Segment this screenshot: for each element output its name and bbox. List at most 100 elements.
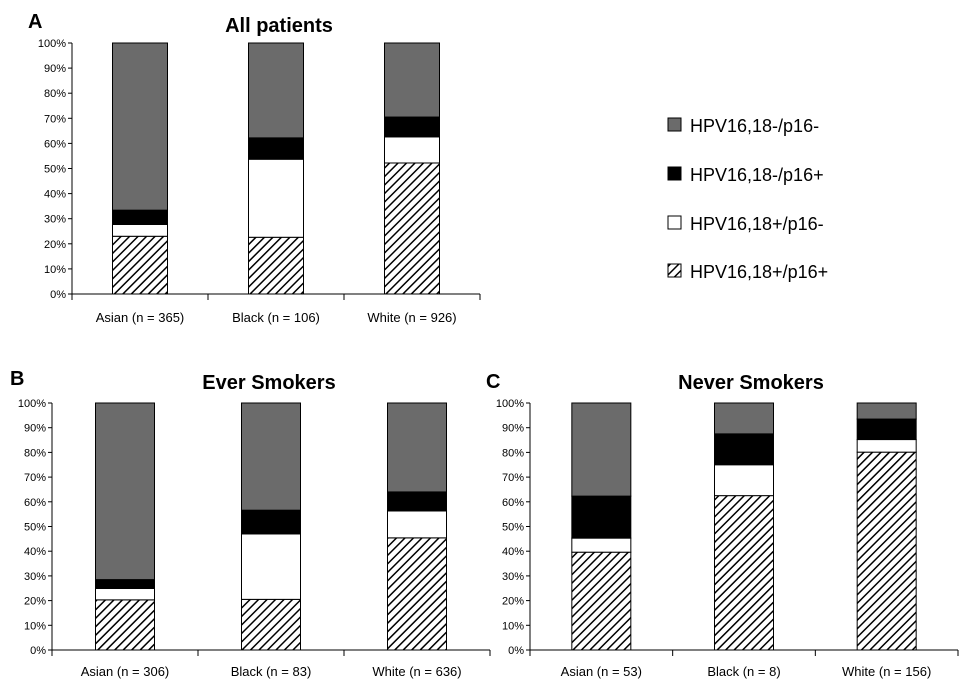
- y-tick-label: 30%: [502, 571, 524, 583]
- bar-segment-pos-pos: [571, 551, 632, 651]
- bar-segment-neg-pos: [714, 433, 774, 466]
- legend-label-neg-pos: HPV16,18-/p16+: [690, 165, 824, 185]
- y-tick-label: 10%: [24, 620, 46, 632]
- panel-a-letter: A: [28, 11, 42, 33]
- y-tick-label: 40%: [44, 189, 66, 201]
- bar-segment-neg-neg: [571, 402, 632, 497]
- bar-segment-pos-pos: [95, 599, 155, 651]
- x-category-label: White (n = 926): [367, 310, 456, 325]
- y-tick-label: 40%: [502, 546, 524, 558]
- bar-segment-pos-neg: [856, 439, 917, 453]
- bar-segment-neg-neg: [384, 42, 440, 118]
- panel-c: C Never Smokers 0% 10% 20% 30% 40% 50% 60% 70% 8…: [486, 371, 959, 679]
- y-tick-label: 10%: [502, 620, 524, 632]
- x-category-label: Black (n = 106): [232, 310, 320, 325]
- bar-segment-neg-pos: [241, 509, 301, 535]
- panel-a-title: All patients: [225, 15, 333, 37]
- y-tick-label: 20%: [44, 239, 66, 251]
- y-tick-label: 50%: [502, 522, 524, 534]
- panel-b-title: Ever Smokers: [202, 372, 335, 394]
- bar-segment-neg-neg: [95, 402, 155, 581]
- panel-c-title: Never Smokers: [678, 372, 824, 394]
- y-tick-label: 60%: [502, 497, 524, 509]
- bar-segment-pos-neg: [95, 587, 155, 601]
- bar-segment-neg-pos: [571, 495, 632, 539]
- bar-segment-pos-pos: [241, 598, 301, 651]
- bar-segment-pos-pos: [714, 495, 774, 651]
- y-tick-label: 80%: [44, 88, 66, 100]
- bar-segment-neg-neg: [112, 42, 168, 211]
- bar-segment-neg-pos: [112, 209, 168, 225]
- y-tick-label: 40%: [24, 546, 46, 558]
- x-category-label: White (n = 156): [842, 664, 931, 679]
- panel-a: A All patients 0% 10% 20% 30% 40% 50% 60% 70% 80…: [28, 11, 481, 325]
- y-tick-label: 70%: [44, 113, 66, 125]
- y-tick-label: 100%: [38, 38, 66, 50]
- y-tick-label: 80%: [502, 447, 524, 459]
- y-tick-label: 90%: [44, 63, 66, 75]
- bar-segment-pos-pos: [248, 236, 304, 295]
- legend-swatch-neg-neg: [667, 117, 682, 132]
- bar-segment-neg-neg: [387, 402, 447, 493]
- y-tick-label: 20%: [24, 596, 46, 608]
- y-tick-label: 20%: [502, 596, 524, 608]
- legend-swatch-neg-pos: [667, 166, 682, 181]
- y-tick-label: 60%: [24, 497, 46, 509]
- legend: HPV16,18-/p16- HPV16,18-/p16+ HPV16,18+/…: [667, 116, 828, 282]
- x-category-label: Black (n = 8): [707, 664, 780, 679]
- legend-item-pos-pos: HPV16,18+/p16+: [667, 262, 828, 282]
- legend-label-pos-neg: HPV16,18+/p16-: [690, 214, 824, 234]
- bar-segment-neg-neg: [248, 42, 304, 139]
- bar-segment-pos-pos: [387, 537, 447, 651]
- y-tick-label: 60%: [44, 138, 66, 150]
- legend-label-pos-pos: HPV16,18+/p16+: [690, 262, 828, 282]
- y-tick-label: 100%: [18, 398, 46, 410]
- bar-segment-pos-pos: [112, 235, 168, 295]
- panel-b-letter: B: [10, 368, 24, 390]
- bar-segment-pos-pos: [384, 162, 440, 295]
- y-tick-label: 30%: [24, 571, 46, 583]
- bar-segment-pos-neg: [387, 510, 447, 539]
- bar-segment-pos-pos: [856, 451, 917, 651]
- bar-segment-pos-neg: [714, 464, 774, 497]
- y-tick-label: 0%: [508, 645, 524, 657]
- x-category-label: Asian (n = 365): [96, 310, 185, 325]
- y-tick-label: 100%: [496, 398, 524, 410]
- y-tick-label: 0%: [50, 289, 66, 301]
- x-category-label: Asian (n = 53): [561, 664, 642, 679]
- y-tick-label: 50%: [24, 522, 46, 534]
- bar-segment-pos-neg: [384, 136, 440, 164]
- bar-segment-neg-neg: [241, 402, 301, 511]
- y-tick-label: 90%: [502, 423, 524, 435]
- y-tick-label: 30%: [44, 214, 66, 226]
- panel-c-letter: C: [486, 371, 500, 393]
- legend-swatch-pos-neg: [667, 215, 682, 230]
- legend-item-neg-pos: HPV16,18-/p16+: [667, 165, 824, 185]
- y-tick-label: 70%: [502, 472, 524, 484]
- panel-b: B Ever Smokers 0% 10% 20% 30% 40% 50% 60% 70% 80…: [10, 368, 491, 679]
- x-category-label: Black (n = 83): [231, 664, 312, 679]
- bar-segment-pos-neg: [248, 158, 304, 238]
- bar-segment-neg-pos: [387, 491, 447, 512]
- bar-segment-neg-pos: [384, 116, 440, 138]
- bar-segment-neg-pos: [856, 418, 917, 441]
- legend-item-neg-neg: HPV16,18-/p16-: [667, 116, 819, 136]
- legend-swatch-pos-pos: [667, 263, 682, 278]
- y-tick-label: 10%: [44, 264, 66, 276]
- y-tick-label: 50%: [44, 164, 66, 176]
- y-tick-label: 70%: [24, 472, 46, 484]
- bar-segment-neg-pos: [95, 579, 155, 589]
- y-tick-label: 90%: [24, 423, 46, 435]
- legend-item-pos-neg: HPV16,18+/p16-: [667, 214, 824, 234]
- bar-segment-neg-neg: [856, 402, 917, 420]
- legend-label-neg-neg: HPV16,18-/p16-: [690, 116, 819, 136]
- bar-segment-pos-neg: [112, 223, 168, 237]
- bar-segment-pos-neg: [571, 537, 632, 553]
- y-tick-label: 80%: [24, 447, 46, 459]
- y-tick-label: 0%: [30, 645, 46, 657]
- bar-segment-neg-pos: [248, 137, 304, 160]
- x-category-label: Asian (n = 306): [81, 664, 170, 679]
- x-category-label: White (n = 636): [372, 664, 461, 679]
- bar-segment-neg-neg: [714, 402, 774, 435]
